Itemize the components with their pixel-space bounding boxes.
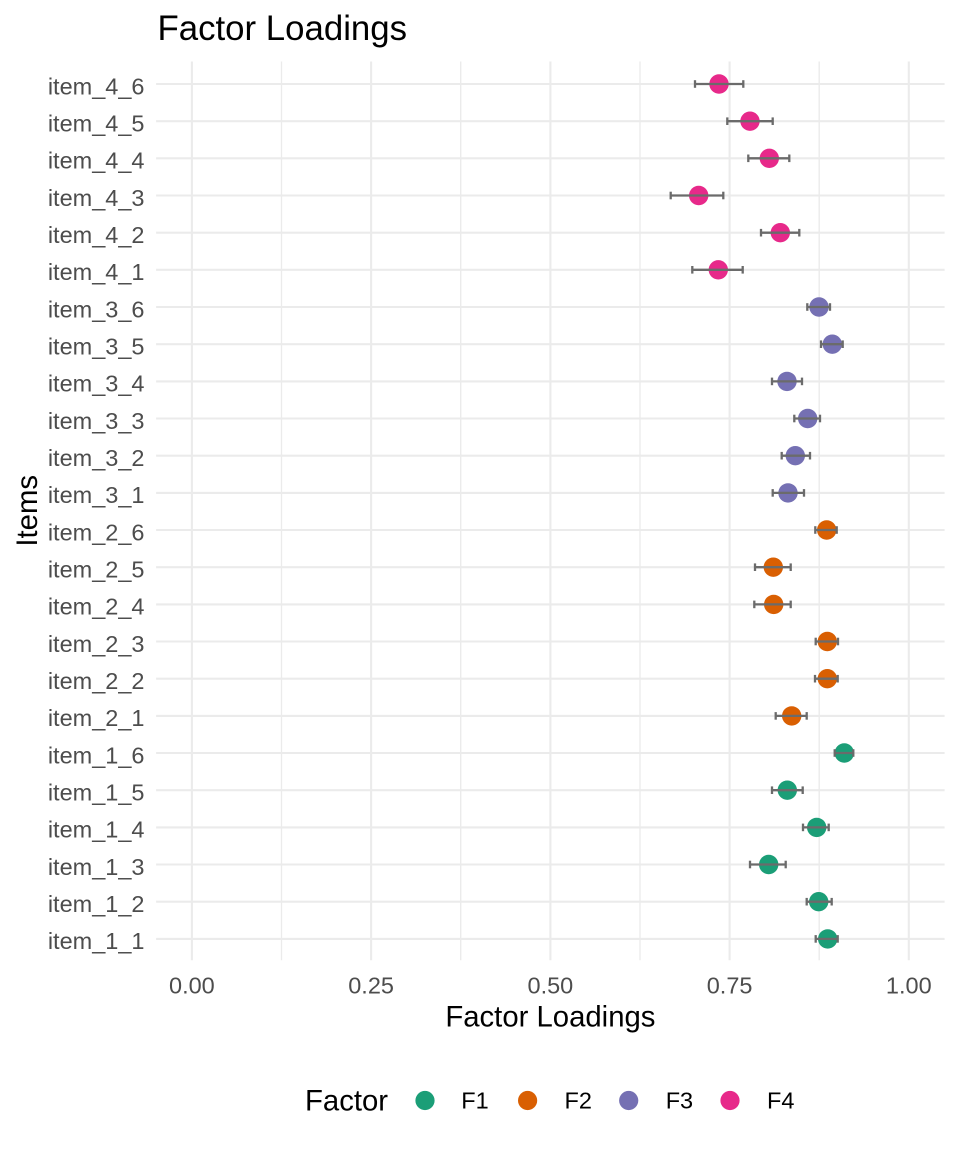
svg-text:item_3_1: item_3_1 <box>48 482 145 508</box>
svg-text:item_2_5: item_2_5 <box>48 557 145 583</box>
svg-text:item_1_5: item_1_5 <box>48 780 145 806</box>
svg-text:item_4_3: item_4_3 <box>48 185 145 211</box>
svg-text:item_2_4: item_2_4 <box>48 594 145 620</box>
svg-text:0.75: 0.75 <box>707 973 753 999</box>
svg-text:0.25: 0.25 <box>348 973 394 999</box>
svg-text:item_3_4: item_3_4 <box>48 371 145 397</box>
svg-text:item_2_1: item_2_1 <box>48 705 145 731</box>
svg-text:F4: F4 <box>767 1088 794 1114</box>
svg-text:item_4_2: item_4_2 <box>48 222 145 248</box>
svg-text:Factor Loadings: Factor Loadings <box>445 1001 655 1034</box>
svg-text:item_4_1: item_4_1 <box>48 259 145 285</box>
svg-text:item_1_3: item_1_3 <box>48 854 145 880</box>
svg-text:Factor: Factor <box>305 1085 388 1118</box>
svg-text:item_4_6: item_4_6 <box>48 73 145 99</box>
svg-text:F2: F2 <box>565 1088 592 1114</box>
svg-text:item_4_5: item_4_5 <box>48 111 145 137</box>
svg-text:item_2_3: item_2_3 <box>48 631 145 657</box>
svg-text:item_3_2: item_3_2 <box>48 445 145 471</box>
svg-text:0.50: 0.50 <box>528 973 574 999</box>
svg-text:item_1_2: item_1_2 <box>48 891 145 917</box>
svg-text:item_1_1: item_1_1 <box>48 928 145 954</box>
svg-text:item_1_4: item_1_4 <box>48 817 145 843</box>
svg-text:item_3_5: item_3_5 <box>48 334 145 360</box>
svg-text:item_3_3: item_3_3 <box>48 408 145 434</box>
svg-text:item_2_6: item_2_6 <box>48 519 145 545</box>
svg-text:item_4_4: item_4_4 <box>48 148 145 174</box>
svg-text:F1: F1 <box>461 1088 488 1114</box>
svg-text:1.00: 1.00 <box>886 973 932 999</box>
svg-text:item_1_6: item_1_6 <box>48 742 145 768</box>
svg-text:Factor Loadings: Factor Loadings <box>158 9 408 48</box>
svg-text:F3: F3 <box>666 1088 693 1114</box>
svg-text:item_2_2: item_2_2 <box>48 668 145 694</box>
svg-text:0.00: 0.00 <box>169 973 215 999</box>
svg-text:Items: Items <box>11 475 44 547</box>
svg-text:item_3_6: item_3_6 <box>48 296 145 322</box>
